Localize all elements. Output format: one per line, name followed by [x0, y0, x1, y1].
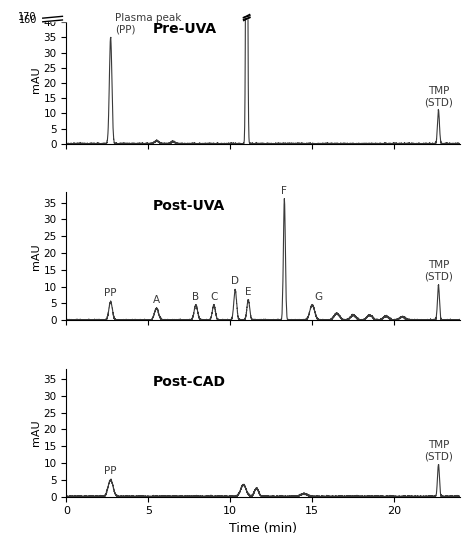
- X-axis label: Time (min): Time (min): [229, 522, 297, 534]
- Text: Post-UVA: Post-UVA: [153, 199, 225, 213]
- Text: Pre-UVA: Pre-UVA: [153, 22, 217, 36]
- Text: E: E: [245, 287, 252, 297]
- Text: PP: PP: [104, 466, 117, 476]
- Text: A: A: [153, 295, 160, 305]
- Text: PP: PP: [104, 288, 117, 299]
- Bar: [243, 13, 251, 19]
- Text: F: F: [282, 186, 287, 196]
- Text: TMP
(STD): TMP (STD): [424, 260, 453, 281]
- Text: D: D: [231, 276, 239, 286]
- Bar: [39, 16, 78, 21]
- Text: C: C: [210, 292, 218, 302]
- Text: TMP
(STD): TMP (STD): [424, 439, 453, 461]
- Y-axis label: mAU: mAU: [31, 419, 41, 446]
- Y-axis label: mAU: mAU: [31, 67, 41, 93]
- Text: B: B: [192, 292, 200, 302]
- Text: G: G: [315, 292, 323, 302]
- Text: Plasma peak
(PP): Plasma peak (PP): [115, 13, 181, 34]
- Y-axis label: mAU: mAU: [31, 243, 41, 270]
- Text: Post-CAD: Post-CAD: [153, 375, 226, 389]
- Text: 170: 170: [18, 12, 37, 22]
- Text: TMP
(STD): TMP (STD): [424, 86, 453, 107]
- Text: 160: 160: [18, 14, 37, 25]
